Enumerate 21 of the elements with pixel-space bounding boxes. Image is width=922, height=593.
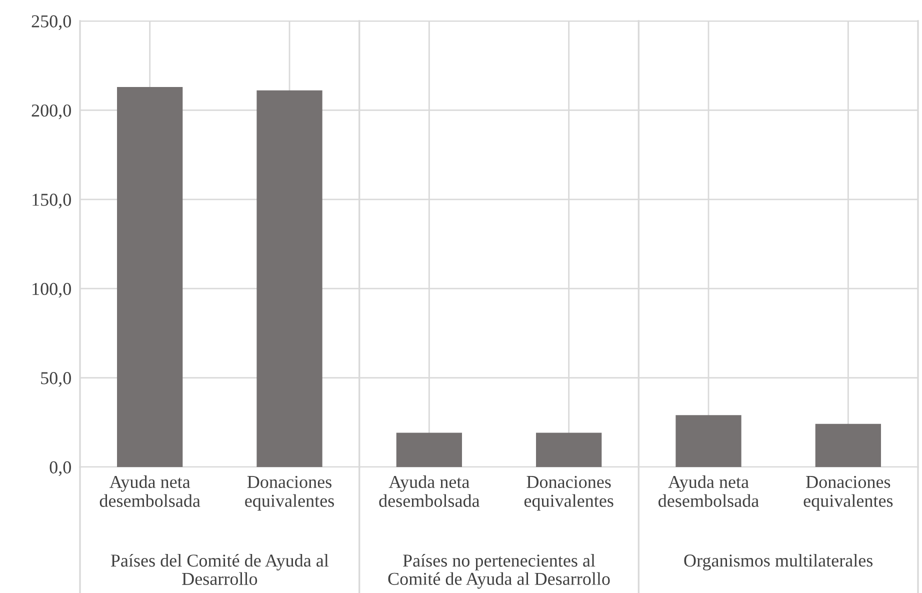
y-tick-label: 250,0 — [32, 15, 71, 30]
bar — [117, 87, 183, 467]
text: Países del Comité de Ayuda al Desarrollo — [110, 554, 329, 586]
bar — [256, 90, 322, 467]
bar — [815, 424, 881, 467]
x-tick-label: Ayuda neta desembolsada — [658, 475, 759, 507]
x-tick-label: Donaciones equivalentes — [524, 476, 614, 511]
bar — [676, 415, 742, 467]
x-tick-label: Ayuda neta desembolsada — [379, 475, 480, 507]
y-tick-label: 150,0 — [32, 194, 71, 208]
x-tick-label: Ayuda neta desembolsada — [100, 475, 200, 507]
bar — [396, 432, 462, 467]
y-tick-label: 100,0 — [32, 282, 71, 298]
text: Países no pertenecientes al Comité de Ayuda al Desarrollo — [388, 554, 610, 589]
text: Organismos multilaterales — [684, 554, 873, 570]
y-tick-label: 0,0 — [50, 461, 71, 476]
x-tick-label: Donaciones equivalentes — [245, 476, 334, 511]
x-tick-label: Donaciones equivalentes — [804, 476, 893, 511]
y-tick-label: 200,0 — [32, 104, 71, 120]
y-tick-label: 50,0 — [41, 372, 71, 387]
bar — [536, 432, 602, 467]
